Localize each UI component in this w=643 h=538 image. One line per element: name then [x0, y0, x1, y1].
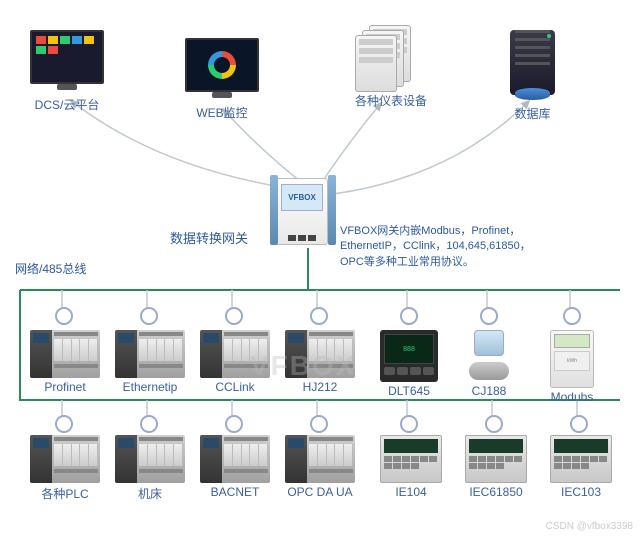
node-profinet: Profinet [30, 330, 100, 394]
iec103-label: IEC103 [550, 485, 612, 499]
meter-icon: 888 [380, 330, 438, 382]
cj188-label: CJ188 [465, 384, 513, 398]
instrument-label: 各种仪表设备 [355, 92, 427, 109]
bus-connector [225, 415, 243, 433]
node-database: 数据库 [510, 25, 555, 122]
node-iec103: IEC103 [550, 435, 612, 499]
proto-line2: EthernetIP，CClink，104,645,61850， [340, 240, 531, 252]
ie104-label: IE104 [380, 485, 442, 499]
dlt645-label: DLT645 [380, 384, 438, 398]
bus-connector [140, 307, 158, 325]
ethernetip-label: Ethernetip [115, 380, 185, 394]
node-ethernetip: Ethernetip [115, 330, 185, 394]
web-label: WEB监控 [185, 104, 259, 121]
proto-line1: VFBOX网关内嵌Modbus，Profinet， [340, 225, 520, 237]
database-label: 数据库 [510, 105, 555, 122]
plc-icon [200, 435, 270, 483]
credit-text: CSDN @vfbox3398 [546, 521, 633, 532]
node-cclink: CCLink [200, 330, 270, 394]
server-icon [510, 30, 555, 95]
node-web: WEB监控 [185, 38, 259, 121]
node-instrument: 各种仪表设备 [355, 25, 427, 109]
node-iec61850: IEC61850 [465, 435, 527, 499]
relay-icon [380, 435, 442, 483]
dcs-monitor-icon [30, 30, 104, 84]
bus-label: 网络/485总线 [15, 260, 86, 277]
bus-connector [400, 307, 418, 325]
bus-connector [485, 415, 503, 433]
node-dlt645: 888 DLT645 [380, 330, 438, 398]
node-opc: OPC DA UA [285, 435, 355, 499]
bus-connector [563, 307, 581, 325]
bus-connector [570, 415, 588, 433]
node-ie104: IE104 [380, 435, 442, 499]
instrument-icon [355, 25, 410, 90]
bus-connector [55, 307, 73, 325]
plc-label: 各种PLC [30, 485, 100, 502]
node-cj188: CJ188 [465, 330, 513, 398]
iec61850-label: IEC61850 [465, 485, 527, 499]
plc-icon [115, 435, 185, 483]
flowmeter-icon [465, 330, 513, 382]
bus-connector [400, 415, 418, 433]
bus-connector [55, 415, 73, 433]
bacnet-label: BACNET [200, 485, 270, 499]
plc-icon [285, 435, 355, 483]
node-bacnet: BACNET [200, 435, 270, 499]
profinet-label: Profinet [30, 380, 100, 394]
plc-icon [200, 330, 270, 378]
bus-connector [140, 415, 158, 433]
protocol-description: VFBOX网关内嵌Modbus，Profinet， EthernetIP，CCl… [340, 224, 531, 270]
bus-connector [225, 307, 243, 325]
node-gateway: VFBOX [270, 170, 340, 245]
machine-label: 机床 [115, 485, 185, 502]
gateway-title: 数据转换网关 [170, 228, 248, 247]
relay-icon [550, 435, 612, 483]
gateway-screen-text: VFBOX [281, 184, 323, 211]
plc-icon [115, 330, 185, 378]
bus-connector [310, 415, 328, 433]
gateway-icon: VFBOX [270, 170, 340, 245]
plc-icon [285, 330, 355, 378]
bus-connector [310, 307, 328, 325]
plc-icon [30, 435, 100, 483]
node-modbus: kWh Modubs [550, 330, 594, 404]
node-plc: 各种PLC [30, 435, 100, 502]
relay-icon [465, 435, 527, 483]
modbus-label: Modubs [550, 390, 594, 404]
emeter-icon: kWh [550, 330, 594, 388]
node-dcs: DCS/云平台 [30, 30, 104, 113]
plc-icon [30, 330, 100, 378]
web-monitor-icon [185, 38, 259, 92]
hj212-label: HJ212 [285, 380, 355, 394]
node-machine: 机床 [115, 435, 185, 502]
node-hj212: HJ212 [285, 330, 355, 394]
opc-label: OPC DA UA [285, 485, 355, 499]
cclink-label: CCLink [200, 380, 270, 394]
dcs-label: DCS/云平台 [30, 96, 104, 113]
bus-connector [480, 307, 498, 325]
proto-line3: OPC等多种工业常用协议。 [340, 256, 474, 268]
